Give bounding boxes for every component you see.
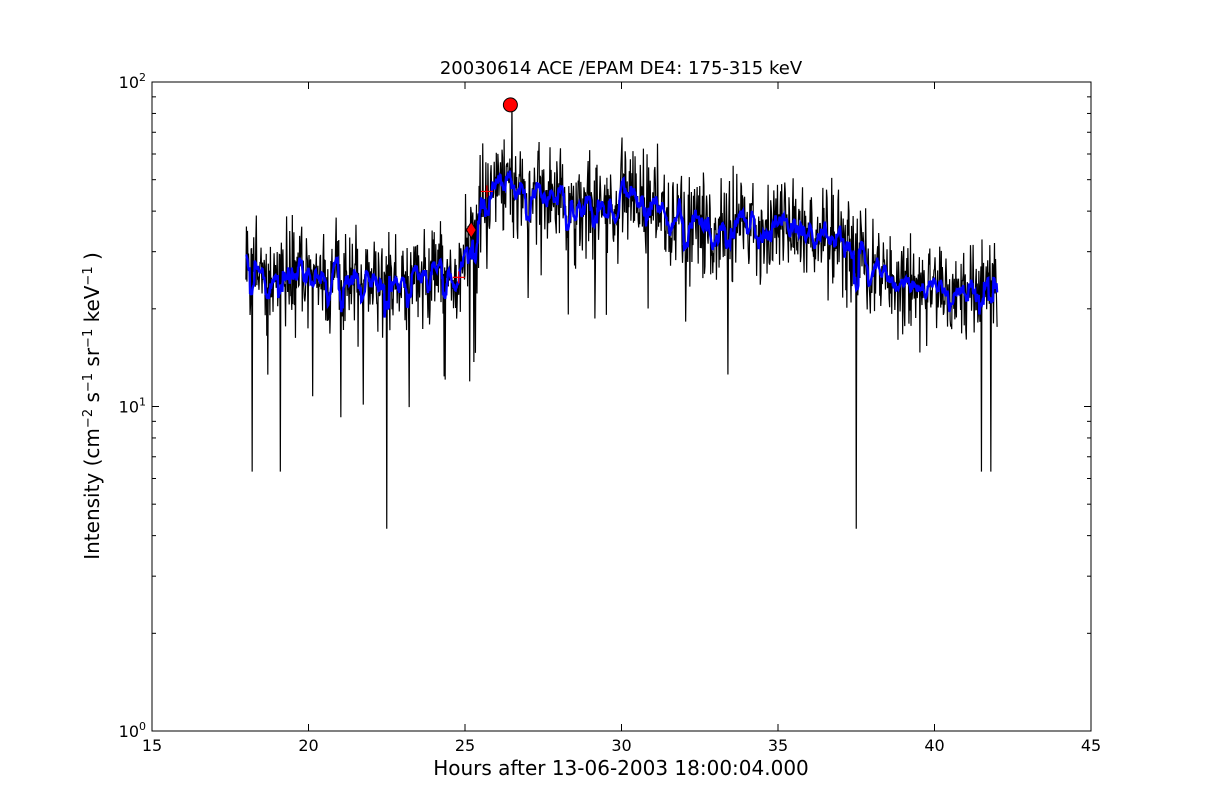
y-tick-label: 100	[119, 720, 146, 741]
x-tick-label: 45	[1081, 736, 1101, 755]
y-label-sup: −1	[81, 329, 96, 348]
raw-intensity-line	[245, 100, 998, 529]
y-label-unit: sr	[80, 347, 104, 373]
peak-marker-circle	[502, 97, 518, 113]
tick-layer: 15 20 25 30 35 40 45 100 101 102	[119, 71, 1102, 755]
marker-plus	[452, 271, 465, 284]
y-label-unit: s	[80, 392, 104, 409]
onset-marker-diamond	[465, 221, 477, 239]
smoothed-intensity-line	[245, 170, 999, 318]
x-tick-label: 30	[611, 736, 631, 755]
y-label-unit: keV	[80, 285, 104, 329]
marker-layer	[452, 97, 518, 284]
x-tick-label: 25	[455, 736, 475, 755]
y-label-sup: −1	[81, 266, 96, 285]
x-tick-label: 40	[924, 736, 944, 755]
y-label-sup: −1	[81, 373, 96, 392]
x-axis-label: Hours after 13-06-2003 18:00:04.000	[433, 756, 809, 780]
marker-plus	[480, 185, 493, 198]
x-tick-label: 35	[768, 736, 788, 755]
y-tick-label: 102	[119, 71, 146, 92]
y-label-sup: −2	[81, 409, 96, 428]
x-tick-label: 15	[142, 736, 162, 755]
y-axis-label: Intensity (cm−2 s−1 sr−1 keV−1 )	[80, 252, 104, 560]
y-label-suffix: )	[80, 252, 104, 266]
y-label-prefix: Intensity (cm	[80, 428, 104, 560]
series-layer	[245, 100, 999, 529]
x-tick-label: 20	[298, 736, 318, 755]
chart-title: 20030614 ACE /EPAM DE4: 175-315 keV	[440, 58, 803, 79]
y-tick-label: 101	[119, 396, 146, 417]
